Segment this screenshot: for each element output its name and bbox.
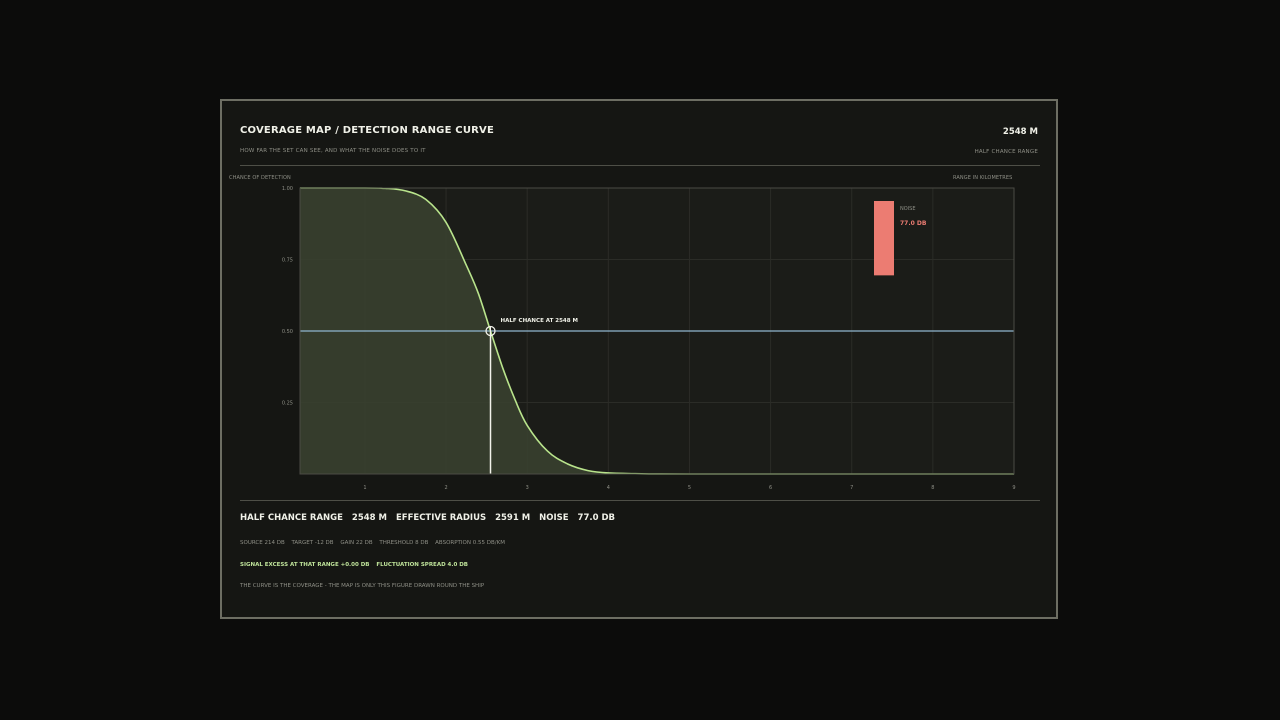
y-tick-label-0.75: 0.75 — [282, 258, 293, 264]
x-tick-label-2: 2 — [444, 485, 447, 491]
param-absorption: ABSORPTION 0.55 DB/KM — [435, 540, 505, 546]
detection-range-chart: HALF CHANCE AT 2548 M 0.25 0.50 0.75 1.00 1 2 3… — [282, 186, 1016, 491]
x-tick-label-7: 7 — [850, 485, 853, 491]
x-tick-label-1: 1 — [363, 485, 366, 491]
fluctuation-spread: FLUCTUATION SPREAD 4.0 DB — [376, 562, 468, 568]
summary-half-range-label: HALF CHANCE RANGE — [240, 513, 343, 523]
half-chance-annotation: HALF CHANCE AT 2548 M — [501, 318, 578, 324]
x-tick-label-3: 3 — [526, 485, 529, 491]
x-axis-label: RANGE IN KILOMETRES — [953, 175, 1013, 181]
summary-radius-value: 2591 M — [495, 513, 531, 523]
summary-radius-label: EFFECTIVE RADIUS — [395, 513, 487, 523]
param-target: TARGET -12 DB — [291, 540, 334, 546]
param-threshold: THRESHOLD 8 DB — [379, 540, 429, 546]
signal-excess: SIGNAL EXCESS AT THAT RANGE +0.00 DB — [240, 562, 370, 568]
x-tick-label-6: 6 — [769, 485, 772, 491]
summary-noise-value: 77.0 DB — [577, 513, 615, 523]
plot-frame — [299, 187, 1015, 475]
x-tick-label-5: 5 — [688, 485, 691, 491]
x-tick-label-8: 8 — [931, 485, 934, 491]
y-axis-label: CHANCE OF DETECTION — [229, 175, 291, 181]
y-tick-label-0.25: 0.25 — [282, 401, 293, 407]
header-half-range-value: 2548 M — [1002, 127, 1038, 137]
summary-half-range-value: 2548 M — [351, 513, 387, 523]
noise-bar — [874, 201, 894, 276]
summary-divider — [240, 500, 1040, 501]
x-tick-label-9: 9 — [1012, 485, 1015, 491]
param-source: SOURCE 214 DB — [240, 540, 285, 546]
coverage-area — [300, 188, 1014, 474]
x-tick-label-4: 4 — [607, 485, 610, 491]
page-subtitle: HOW FAR THE SET CAN SEE, AND WHAT THE NO… — [240, 148, 426, 154]
header-divider — [240, 165, 1040, 166]
noise-value: 77.0 DB — [900, 220, 927, 227]
page-title: COVERAGE MAP / DETECTION RANGE CURVE — [240, 125, 495, 136]
noise-label: NOISE — [900, 206, 915, 212]
coverage-panel: COVERAGE MAP / DETECTION RANGE CURVE HOW… — [220, 99, 1058, 619]
parameters-line: SOURCE 214 DB TARGET -12 DB GAIN 22 DB T… — [240, 540, 510, 546]
y-tick-label-1.00: 1.00 — [282, 186, 293, 192]
summary-line: HALF CHANCE RANGE 2548 M EFFECTIVE RADIU… — [240, 513, 621, 523]
param-gain: GAIN 22 DB — [340, 540, 373, 546]
y-tick-label-0.50: 0.50 — [282, 329, 293, 335]
header-half-range-label: HALF CHANCE RANGE — [974, 149, 1038, 155]
signal-excess-line: SIGNAL EXCESS AT THAT RANGE +0.00 DB FLU… — [240, 562, 473, 568]
footnote: THE CURVE IS THE COVERAGE - THE MAP IS O… — [240, 583, 485, 589]
summary-noise-label: NOISE — [539, 513, 569, 523]
